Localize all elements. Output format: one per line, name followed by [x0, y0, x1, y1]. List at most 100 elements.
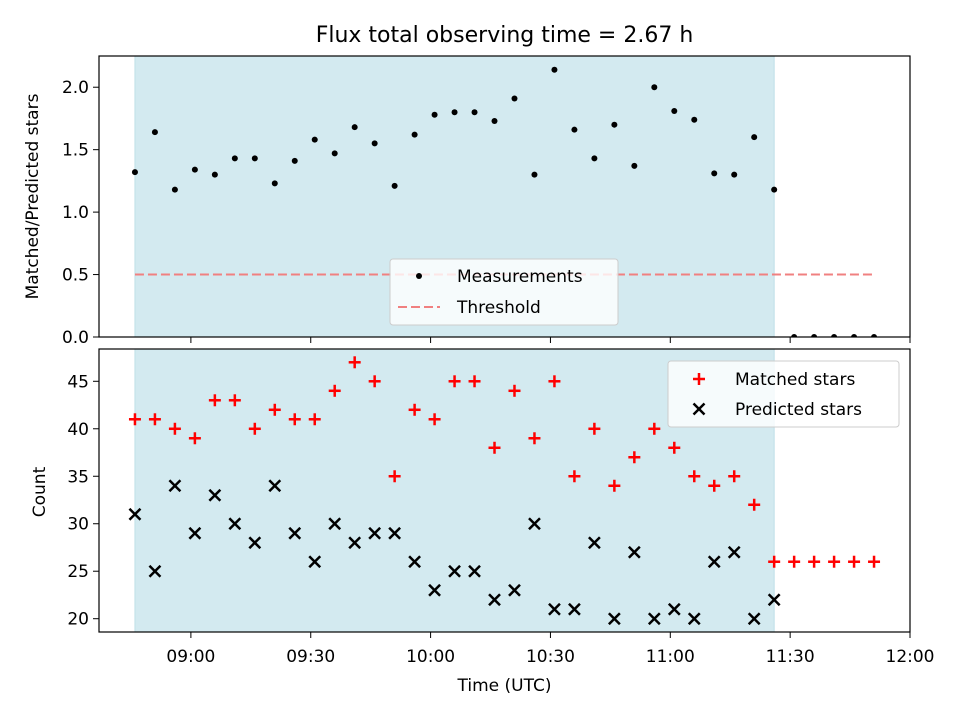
- measurement-point: [791, 334, 798, 337]
- matched-star-point: [628, 451, 641, 464]
- predicted-star-point: [428, 583, 441, 597]
- measurement-point: [551, 66, 558, 73]
- predicted-star-point: [188, 526, 202, 540]
- legend-measurements-label: Measurements: [457, 267, 583, 287]
- predicted-star-point: [168, 479, 182, 493]
- matched-star-point: [748, 498, 761, 511]
- predicted-star-point: [448, 564, 461, 578]
- matched-star-point: [808, 555, 821, 568]
- matched-star-point: [708, 479, 721, 492]
- measurement-point: [351, 124, 358, 131]
- predicted-star-point: [747, 612, 761, 626]
- matched-star-point: [368, 375, 381, 388]
- measurement-point: [491, 117, 498, 124]
- measurement-point: [431, 111, 438, 118]
- matched-star-point: [468, 375, 481, 388]
- top-legend: Measurements Threshold: [389, 258, 619, 326]
- predicted-star-point: [707, 555, 721, 569]
- bottom-y-tick-label: 35: [67, 467, 89, 487]
- predicted-star-point: [667, 602, 681, 616]
- x-tick-label: 11:00: [646, 647, 695, 667]
- predicted-star-point: [228, 517, 242, 531]
- predicted-star-point: [568, 602, 581, 616]
- matched-star-point: [168, 422, 181, 435]
- measurement-point: [131, 169, 138, 176]
- matched-star-point: [728, 470, 741, 483]
- matched-star-point: [308, 413, 321, 426]
- measurement-point: [731, 171, 738, 178]
- matched-star-point: [608, 479, 621, 492]
- measurement-point: [591, 155, 598, 162]
- measurement-point: [871, 334, 878, 337]
- measurement-point: [811, 334, 818, 337]
- matched-star-point: [448, 375, 461, 388]
- top-y-axis-label: Matched/Predicted stars: [23, 93, 43, 299]
- measurement-point: [171, 186, 178, 193]
- top-y-tick-label: 0.0: [62, 328, 89, 348]
- legend-threshold-label: Threshold: [456, 298, 541, 318]
- predicted-star-point: [408, 555, 421, 569]
- measurement-point: [771, 186, 778, 193]
- legend-predicted-label: Predicted stars: [735, 400, 862, 420]
- matched-star-point: [488, 441, 501, 454]
- x-tick-label: 10:30: [526, 647, 575, 667]
- bottom-y-tick-label: 25: [67, 562, 89, 582]
- matched-star-point: [648, 422, 661, 435]
- predicted-star-point: [308, 555, 322, 569]
- measurement-point: [531, 171, 538, 178]
- measurement-point: [471, 109, 478, 116]
- matched-star-point: [568, 470, 581, 483]
- bottom-legend-box: [667, 360, 900, 428]
- top-y-tick-label: 1.5: [62, 141, 89, 161]
- matched-star-point: [768, 555, 781, 568]
- measurement-point: [671, 107, 678, 114]
- measurement-point: [571, 126, 578, 133]
- predicted-star-point: [268, 479, 282, 493]
- measurement-point: [271, 180, 278, 187]
- bottom-y-tick-label: 45: [67, 372, 89, 392]
- measurement-point: [371, 140, 378, 147]
- measurement-point: [651, 84, 658, 91]
- matched-star-point: [148, 413, 161, 426]
- matched-star-point: [668, 441, 681, 454]
- predicted-star-point: [328, 517, 342, 531]
- top-y-tick-label: 1.0: [62, 203, 89, 223]
- plot-layer: 0.0 0.5 1.0 1.5 2.0 20 25 30 35 40 45 09:00 09:30 10:…: [62, 55, 935, 667]
- matched-star-point: [528, 432, 541, 445]
- measurement-point: [511, 95, 518, 102]
- measurement-point: [711, 170, 718, 177]
- legend-measurements-marker: [416, 273, 422, 279]
- measurement-point: [291, 157, 298, 164]
- measurement-point: [611, 121, 618, 128]
- x-tick-label: 09:00: [166, 647, 215, 667]
- matched-star-point: [288, 413, 301, 426]
- matched-star-point: [688, 470, 701, 483]
- measurement-point: [411, 131, 418, 138]
- measurement-point: [391, 182, 398, 189]
- measurement-point: [331, 150, 338, 157]
- bottom-y-tick-label: 40: [67, 420, 89, 440]
- matched-star-point: [388, 470, 401, 483]
- measurement-point: [311, 136, 318, 143]
- measurement-point: [251, 155, 258, 162]
- predicted-star-point: [208, 488, 222, 502]
- matched-star-point: [268, 403, 281, 416]
- predicted-star-point: [348, 536, 362, 550]
- matched-star-point: [188, 432, 201, 445]
- x-tick-label: 12:00: [886, 647, 935, 667]
- matched-star-point: [588, 422, 601, 435]
- legend-predicted-marker: [692, 402, 706, 416]
- matched-star-point: [868, 555, 881, 568]
- predicted-star-point: [528, 517, 541, 531]
- predicted-star-point: [647, 612, 661, 626]
- bottom-y-tick-label: 30: [67, 515, 89, 535]
- predicted-star-point: [548, 602, 561, 616]
- top-y-tick-label: 0.5: [62, 266, 89, 286]
- predicted-star-point: [627, 545, 641, 559]
- predicted-star-point: [388, 526, 402, 540]
- measurement-point: [451, 109, 458, 116]
- top-y-tick-label: 2.0: [62, 78, 89, 98]
- matched-star-point: [848, 555, 861, 568]
- predicted-star-point: [727, 545, 741, 559]
